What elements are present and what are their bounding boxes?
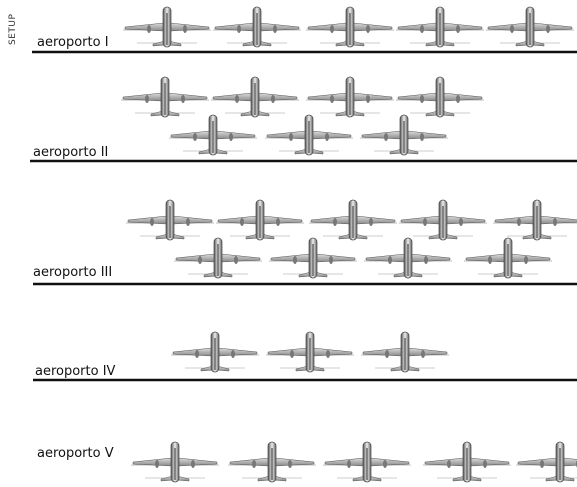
airport-label: aeroporto V bbox=[37, 446, 114, 461]
plane bbox=[395, 6, 485, 48]
plane bbox=[215, 199, 305, 241]
plane bbox=[492, 199, 577, 241]
plane bbox=[265, 331, 355, 373]
plane bbox=[398, 199, 488, 241]
plane bbox=[227, 441, 317, 483]
plane bbox=[168, 114, 258, 156]
airport-label: aeroporto IV bbox=[35, 364, 116, 379]
plane bbox=[463, 237, 553, 279]
plane bbox=[120, 76, 210, 118]
plane bbox=[363, 237, 453, 279]
sidebar-label: SETUP bbox=[8, 14, 18, 45]
plane bbox=[173, 237, 263, 279]
plane bbox=[305, 6, 395, 48]
airport-label: aeroporto I bbox=[37, 35, 109, 50]
plane bbox=[305, 76, 395, 118]
plane bbox=[395, 76, 485, 118]
plane bbox=[130, 441, 220, 483]
plane bbox=[212, 6, 302, 48]
plane bbox=[359, 114, 449, 156]
airport-3: aeroporto III bbox=[33, 199, 577, 286]
plane bbox=[210, 76, 300, 118]
plane bbox=[125, 199, 215, 241]
plane bbox=[264, 114, 354, 156]
plane bbox=[122, 6, 212, 48]
plane bbox=[322, 441, 412, 483]
plane bbox=[170, 331, 260, 373]
airport-5: aeroporto V bbox=[37, 441, 577, 483]
plane bbox=[360, 331, 450, 373]
airport-1: aeroporto I bbox=[32, 6, 577, 54]
airport-2: aeroporto II bbox=[30, 76, 577, 163]
airport-4: aeroporto IV bbox=[33, 331, 577, 382]
airport-label: aeroporto II bbox=[33, 145, 108, 160]
airport-label: aeroporto III bbox=[33, 265, 112, 280]
plane bbox=[485, 6, 575, 48]
plane bbox=[308, 199, 398, 241]
plane bbox=[268, 237, 358, 279]
plane bbox=[515, 441, 577, 483]
plane bbox=[422, 441, 512, 483]
